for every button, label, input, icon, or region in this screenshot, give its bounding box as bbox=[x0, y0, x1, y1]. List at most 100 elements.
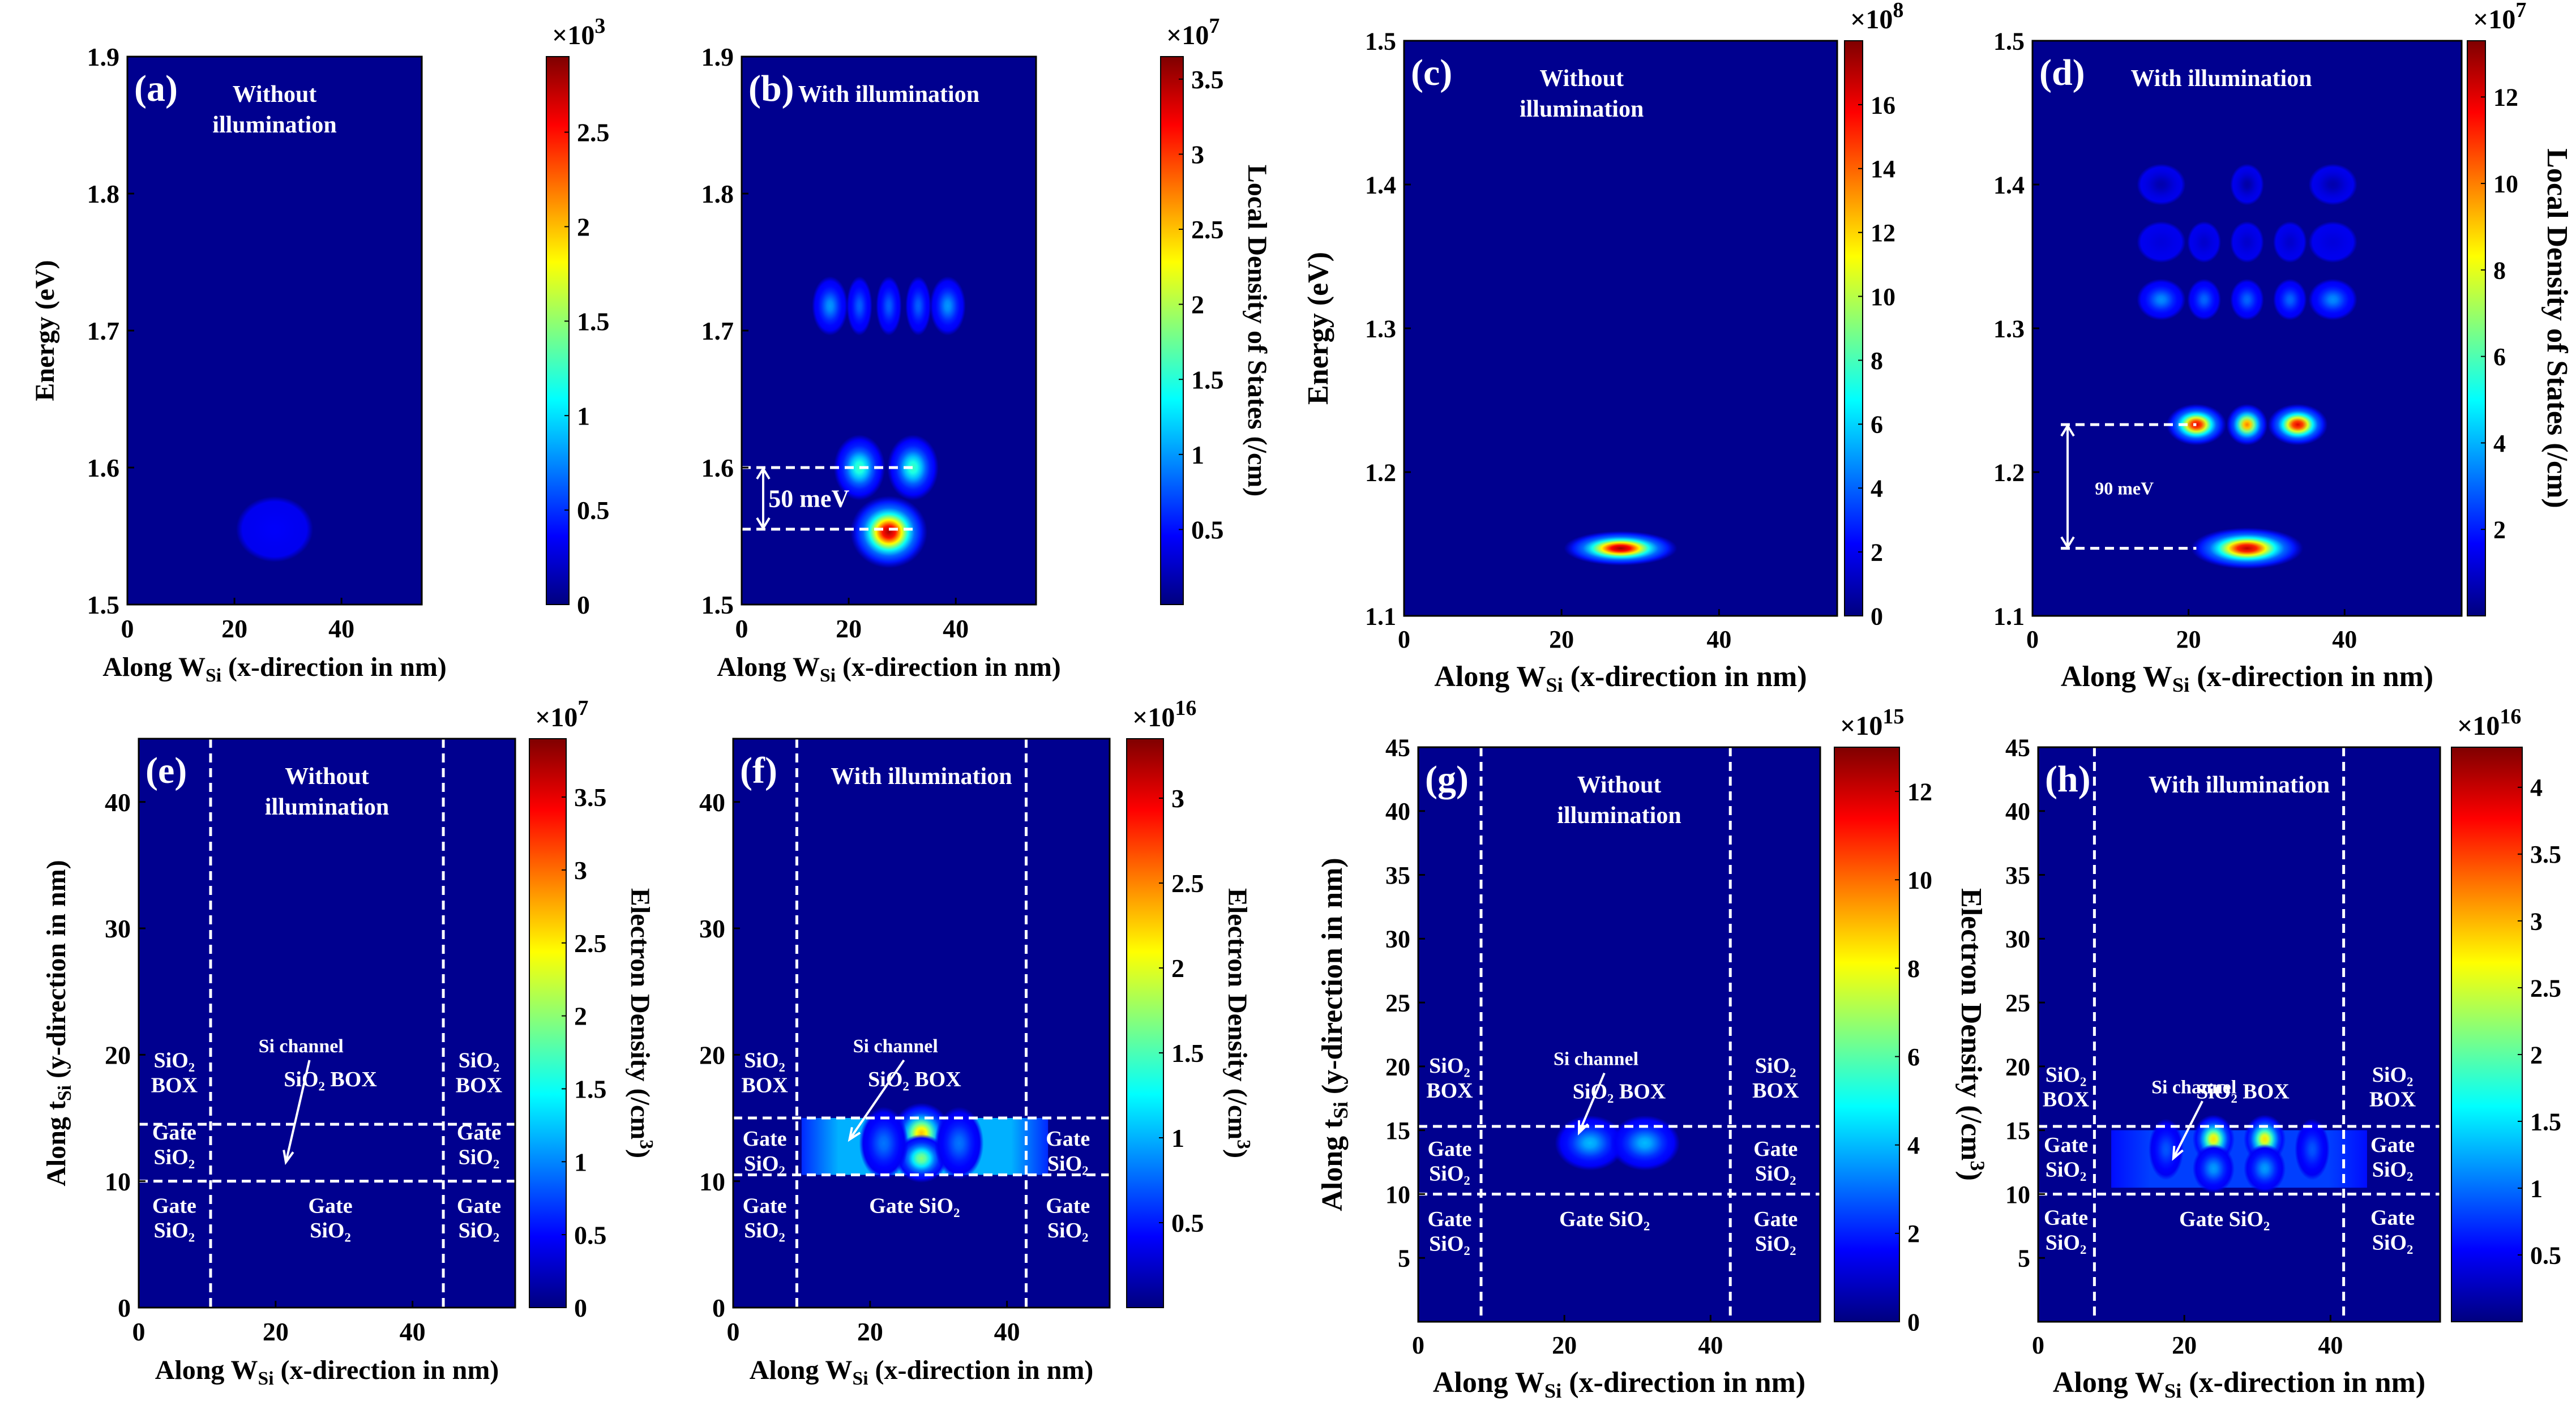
region-label: Gate SiO₂ bbox=[457, 1121, 501, 1169]
density-peak bbox=[2190, 528, 2304, 569]
x-axis-label: Along WSi (x-direction in nm) bbox=[1434, 661, 1807, 696]
region-label: SiO₂ BOX bbox=[2043, 1063, 2089, 1112]
x-tick-label: 0 bbox=[121, 614, 134, 643]
x-axis-label: Along WSi (x-direction in nm) bbox=[102, 652, 447, 686]
y-tick-label: 1.7 bbox=[87, 316, 120, 345]
si-channel-arrow-head bbox=[1577, 1120, 1589, 1136]
density-peak bbox=[1610, 1115, 1680, 1171]
colorbar-tick-label: 0 bbox=[574, 1293, 587, 1322]
region-label: Gate SiO₂ bbox=[869, 1194, 960, 1218]
y-tick-label: 1.2 bbox=[1993, 459, 2025, 486]
colorbar-tick-label: 1 bbox=[2530, 1175, 2543, 1202]
y-tick-label: 1.5 bbox=[1365, 27, 1396, 55]
y-tick-label: 1.8 bbox=[701, 179, 734, 208]
region-label: Gate SiO₂ bbox=[2370, 1133, 2415, 1182]
x-axis-label: Along WSi (x-direction in nm) bbox=[1433, 1366, 1805, 1401]
si-channel-arrow-head bbox=[848, 1127, 861, 1142]
colorbar bbox=[546, 56, 570, 605]
colorbar-tick-label: 3 bbox=[1171, 784, 1184, 813]
colorbar-tick-label: 8 bbox=[2493, 256, 2506, 284]
region-label: Gate SiO₂ bbox=[1046, 1194, 1090, 1243]
y-tick-label: 1.1 bbox=[1365, 602, 1396, 630]
y-tick-label: 15 bbox=[1385, 1117, 1410, 1145]
density-peak bbox=[859, 1107, 909, 1180]
panel-h: SiO₂ BOX SiO₂ BOX SiO₂ BOX Gate SiO₂ Gate SiO₂ Ga… bbox=[2005, 705, 2561, 1401]
colorbar-multiplier: ×108 bbox=[1850, 0, 1903, 35]
y-tick-label: 35 bbox=[1385, 862, 1410, 889]
x-tick-label: 0 bbox=[1398, 625, 1410, 653]
colorbar-multiplier: ×107 bbox=[1166, 14, 1219, 50]
panel-g: SiO₂ BOX SiO₂ BOX SiO₂ BOX Gate SiO₂ Gate SiO₂ Ga… bbox=[1316, 705, 1989, 1401]
heatmap-background bbox=[2038, 747, 2440, 1322]
region-label: Gate SiO₂ bbox=[743, 1127, 787, 1176]
region-label: Gate SiO₂ bbox=[309, 1194, 353, 1243]
x-tick-label: 20 bbox=[836, 614, 862, 643]
heatmap-background bbox=[1404, 41, 1837, 616]
colorbar-label: Local Density of States (/cm) bbox=[1242, 165, 1272, 497]
colorbar-tick-label: 1 bbox=[1171, 1124, 1184, 1152]
x-tick-label: 20 bbox=[2176, 625, 2201, 653]
colorbar-tick-label: 2 bbox=[2530, 1041, 2543, 1069]
si-channel-arrow bbox=[848, 1059, 905, 1141]
y-tick-label: 15 bbox=[2005, 1117, 2030, 1145]
y-tick-label: 1.8 bbox=[87, 179, 120, 208]
gap-arrow-head bbox=[756, 466, 771, 480]
illumination-annotation: Without bbox=[233, 82, 317, 108]
y-tick-label: 0 bbox=[118, 1293, 131, 1322]
colorbar-tick-label: 1.5 bbox=[1171, 1039, 1204, 1068]
density-peak bbox=[2137, 164, 2186, 205]
density-peak bbox=[2230, 164, 2264, 205]
region-label: Gate SiO₂ bbox=[2044, 1133, 2088, 1182]
panel-d: 90 meV (d) With illumination 0 20 40 1.1 1.2 1.3… bbox=[1993, 0, 2573, 696]
colorbar-tick-label: 3 bbox=[574, 856, 587, 885]
y-tick-label: 1.4 bbox=[1365, 171, 1396, 199]
region-label: SiO₂ BOX bbox=[456, 1049, 502, 1098]
plot-frame bbox=[732, 738, 1111, 1309]
region-label: SiO₂ BOX bbox=[741, 1049, 788, 1098]
colorbar-tick-label: 4 bbox=[1871, 475, 1883, 503]
y-tick-label: 35 bbox=[2005, 862, 2030, 889]
colorbar-tick-label: 0.5 bbox=[574, 1220, 607, 1249]
colorbar-tick-label: 10 bbox=[2493, 170, 2518, 198]
illumination-annotation: With illumination bbox=[831, 764, 1012, 790]
region-label: SiO₂ BOX bbox=[1573, 1079, 1666, 1103]
y-tick-label: 1.5 bbox=[1993, 27, 2025, 55]
colorbar-label: Electron Density (/cm3) bbox=[1955, 888, 1989, 1181]
y-tick-label: 30 bbox=[2005, 926, 2030, 953]
gap-arrow-head bbox=[756, 517, 771, 530]
region-label: SiO₂ BOX bbox=[2369, 1063, 2416, 1112]
density-peak bbox=[812, 276, 848, 336]
plot-frame bbox=[1417, 746, 1821, 1323]
colorbar-tick-label: 1.5 bbox=[1191, 365, 1224, 394]
y-tick-label: 10 bbox=[1385, 1181, 1410, 1209]
panel-label: (f) bbox=[740, 750, 777, 791]
x-tick-label: 0 bbox=[2032, 1331, 2044, 1359]
x-tick-label: 0 bbox=[132, 1317, 146, 1346]
density-peak bbox=[2230, 221, 2264, 263]
colorbar-multiplier: ×107 bbox=[535, 696, 588, 732]
y-tick-label: 1.3 bbox=[1365, 315, 1396, 342]
colorbar-tick-label: 12 bbox=[2493, 84, 2518, 112]
x-tick-label: 40 bbox=[2332, 625, 2357, 653]
y-axis-label: Energy (eV) bbox=[1302, 252, 1334, 405]
colorbar-tick-label: 3 bbox=[1191, 140, 1204, 169]
colorbar bbox=[1844, 40, 1863, 616]
colorbar-tick-label: 0.5 bbox=[1191, 515, 1224, 544]
illumination-annotation: With illumination bbox=[2130, 66, 2312, 92]
colorbar-tick-label: 1.5 bbox=[574, 1075, 607, 1104]
panel-f: SiO₂ BOX SiO₂ BOX Gate SiO₂ Gate SiO₂ Gate SiO₂ G… bbox=[699, 696, 1254, 1389]
density-peak bbox=[2192, 1144, 2235, 1193]
x-tick-label: 40 bbox=[943, 614, 969, 643]
colorbar-tick-label: 1 bbox=[574, 1147, 587, 1176]
x-axis-label: Along WSi (x-direction in nm) bbox=[750, 1355, 1094, 1389]
illumination-annotation: With illumination bbox=[798, 82, 979, 108]
density-peak bbox=[876, 276, 902, 336]
si-channel-label: Si channel bbox=[259, 1036, 344, 1057]
heatmap-background bbox=[2032, 41, 2462, 616]
density-peak bbox=[2137, 221, 2186, 263]
density-peak bbox=[2187, 221, 2221, 263]
region-label: SiO₂ BOX bbox=[1752, 1054, 1799, 1103]
y-tick-label: 1.9 bbox=[87, 42, 120, 71]
y-tick-label: 20 bbox=[2005, 1053, 2030, 1081]
